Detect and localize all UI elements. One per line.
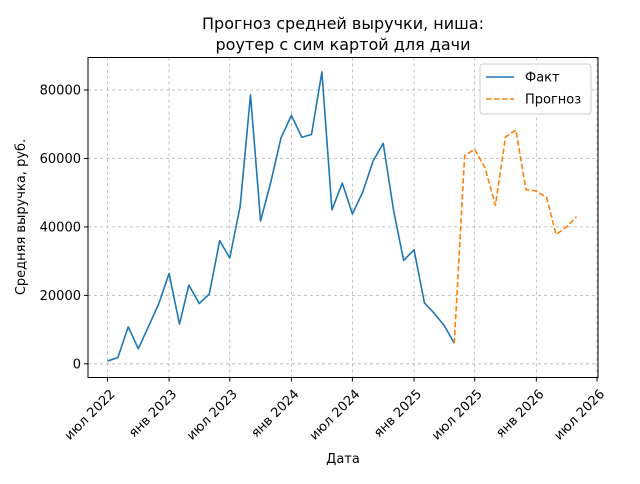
x-tick-label: янв 2025 [371,387,425,441]
y-tick-label: 0 [73,357,81,372]
y-tick-label: 60000 [40,152,81,167]
grid [88,57,598,378]
axis-ticks: июл 2022 янв 2023 июл 2023 янв 2024 июл 2024… [40,84,608,444]
series-group [107,71,578,362]
x-tick-label: янв 2026 [494,387,548,441]
x-tick-label: июл 2024 [307,387,364,444]
x-tick-label: июл 2026 [552,387,609,444]
chart-title-line1: Прогноз средней выручки, ниша: [202,14,484,33]
x-axis-label: Дата [326,452,360,467]
x-tick-label: янв 2023 [126,387,180,441]
chart-title-line2: роутер с сим картой для дачи [216,35,471,54]
legend-label-0: Факт [525,71,560,86]
plot-frame [87,57,599,378]
y-tick-label: 20000 [40,289,81,304]
legend-label-1: Прогноз [525,93,581,108]
series-line-1 [453,129,578,344]
y-tick-label: 80000 [40,84,81,99]
x-tick-label: июл 2025 [429,387,486,444]
y-tick-label: 40000 [40,220,81,235]
series-line-0 [107,71,455,362]
x-tick-label: июл 2023 [184,387,241,444]
y-axis-label: Средняя выручка, руб. [14,139,29,295]
x-tick-label: янв 2024 [249,387,303,441]
x-tick-label: июл 2022 [62,387,119,444]
legend: Факт Прогноз [479,63,592,115]
